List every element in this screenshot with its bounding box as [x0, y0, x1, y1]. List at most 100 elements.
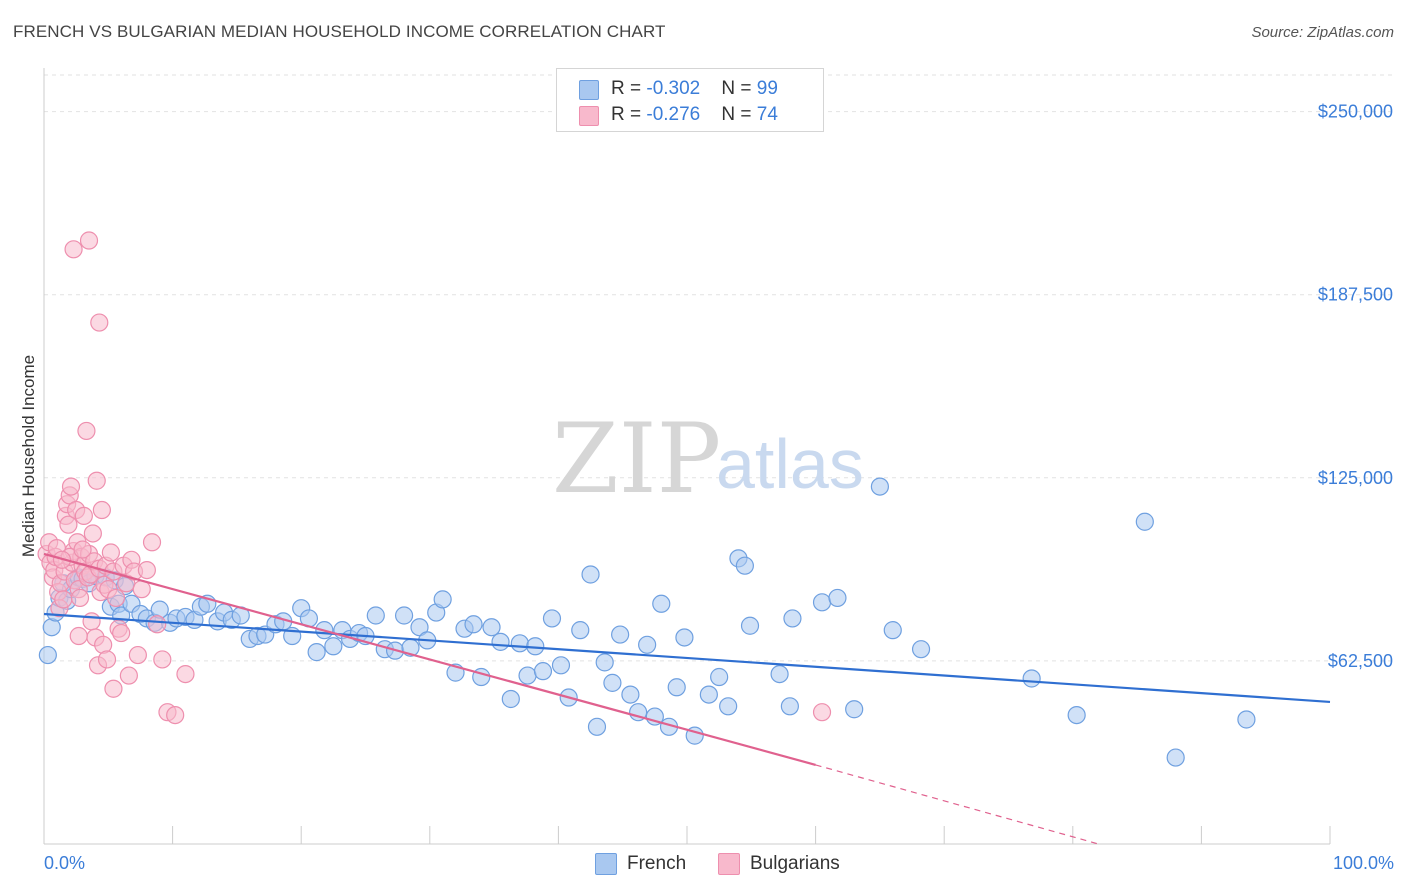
french-point [533, 662, 553, 681]
bulgarian-point [97, 650, 117, 669]
french-point [780, 697, 799, 716]
legend-r-value: -0.302 [646, 78, 701, 99]
french-point [587, 717, 607, 736]
french-point [710, 667, 729, 687]
french-point [828, 588, 847, 608]
bottom-legend-label-french: French [627, 853, 687, 874]
x-tick-label-start: 0.0% [44, 853, 85, 873]
trend-lines [43, 552, 1331, 845]
french-point [324, 637, 343, 656]
y-tick-label: $125,000 [1318, 468, 1393, 488]
source-credit: Source: ZipAtlas.com [1251, 24, 1394, 41]
watermark-zip: ZIP [552, 403, 721, 515]
french-point [719, 697, 738, 716]
french-point [1022, 669, 1041, 688]
french-point [652, 594, 671, 613]
bulgarian-trend-extension [815, 764, 1099, 845]
y-tick-label: $250,000 [1318, 102, 1393, 122]
french-point [1067, 706, 1086, 725]
bulgarian-point [69, 626, 88, 646]
french-point [1135, 512, 1154, 531]
french-point [571, 621, 590, 640]
bulgarian-point [87, 471, 106, 490]
legend-n-label: N = [721, 78, 757, 99]
french-point [812, 593, 832, 612]
bulgarian-point [61, 477, 81, 496]
y-tick-labels: $62,500 $125,000 $187,500 $250,000 [1318, 102, 1393, 671]
bottom-legend-label-bulgarians: Bulgarians [750, 853, 840, 874]
bulgarian-point [101, 543, 120, 562]
legend-text-bulgarians: R = -0.276 N = 74 [611, 104, 778, 126]
bulgarian-trend-line [43, 552, 816, 766]
bulgarian-point [79, 231, 99, 250]
french-point [911, 640, 931, 659]
french-point [551, 656, 571, 675]
bulgarian-point [119, 666, 138, 685]
french-point [621, 685, 640, 704]
bulgarian-point [142, 533, 162, 552]
bulgarian-point [137, 560, 156, 580]
french-point [366, 606, 385, 625]
french-point [770, 664, 789, 684]
french-point [1237, 710, 1256, 729]
watermark-atlas: atlas [716, 425, 864, 503]
french-point [510, 634, 529, 653]
grid-lines [44, 74, 1395, 662]
french-point [491, 632, 510, 651]
french-point [699, 685, 718, 704]
french-point [595, 653, 614, 672]
french-point [581, 565, 600, 584]
bulgarian-point [153, 650, 172, 669]
french-point [518, 666, 537, 685]
french-point [307, 643, 326, 662]
bulgarian-point [812, 703, 832, 722]
legend-text-french: R = -0.302 N = 99 [611, 78, 778, 100]
legend-swatch-bulgarians [579, 106, 599, 126]
x-tick-label-end: 100.0% [1333, 853, 1394, 873]
french-point [667, 678, 686, 697]
y-tick-label: $187,500 [1318, 285, 1393, 305]
french-point [611, 625, 630, 644]
bulgarian-point [74, 506, 93, 525]
bulgarian-point [128, 645, 147, 665]
french-point [870, 477, 890, 496]
french-point [1166, 748, 1185, 767]
legend-r-label: R = [611, 78, 647, 99]
legend-r-label: R = [611, 104, 647, 125]
bulgarian-point [73, 540, 92, 559]
french-point [38, 645, 57, 665]
legend: R = -0.302 N = 99 R = -0.276 N = 74 [556, 68, 824, 132]
french-point [542, 609, 562, 628]
bulgarian-point [70, 588, 90, 608]
french-point [433, 590, 452, 609]
legend-swatch-french [579, 80, 599, 100]
bulgarian-point [148, 615, 167, 634]
french-point [482, 618, 501, 637]
bottom-legend-swatch-bulgarians [718, 853, 740, 875]
french-point [783, 609, 802, 628]
y-axis-label: Median Household Income [19, 355, 38, 557]
bulgarian-point [64, 240, 83, 259]
watermark: ZIP atlas [552, 403, 864, 515]
bulgarian-point [77, 421, 96, 441]
bulgarian-point [166, 706, 185, 725]
french-point [464, 615, 483, 634]
bulgarian-point [176, 664, 195, 684]
legend-n-value: 99 [756, 78, 778, 99]
bulgarian-point [112, 623, 131, 643]
french-point [603, 673, 622, 692]
french-trend-line [43, 612, 1331, 704]
french-point [501, 689, 520, 709]
bulgarian-point [104, 679, 123, 698]
french-point [883, 621, 902, 640]
data-points [37, 231, 1256, 767]
french-point [735, 556, 754, 575]
bulgarian-point [106, 588, 126, 608]
bulgarian-point [92, 500, 111, 520]
french-point [638, 635, 657, 654]
y-tick-label: $62,500 [1328, 651, 1393, 671]
legend-r-value: -0.276 [646, 104, 701, 125]
french-point [845, 700, 864, 719]
french-point [394, 606, 414, 625]
